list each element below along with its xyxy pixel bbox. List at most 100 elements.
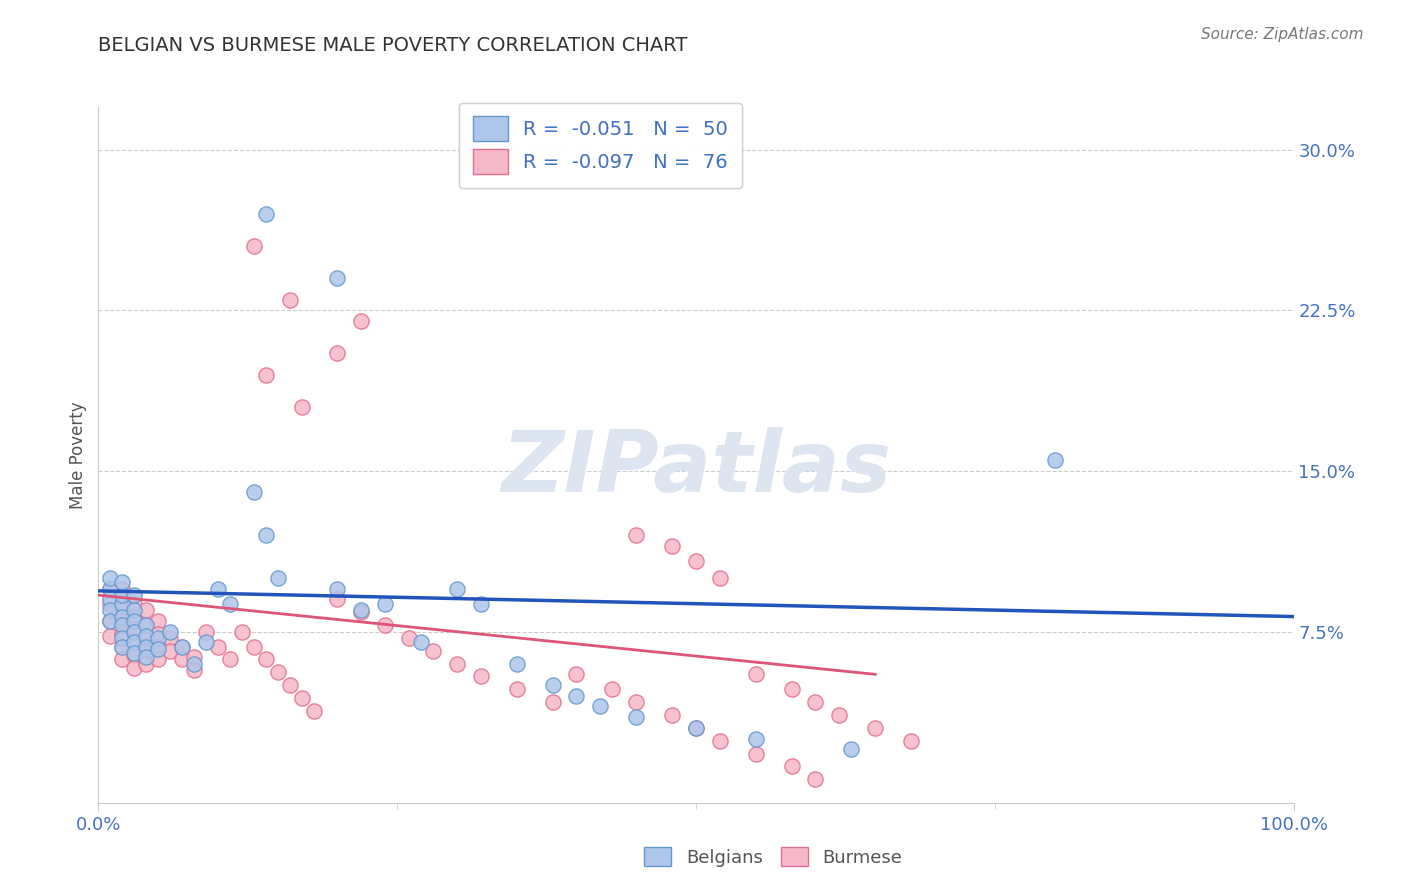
Point <box>183 663 205 677</box>
Point <box>159 624 181 639</box>
Point <box>98 603 122 617</box>
Point <box>780 682 803 697</box>
Point <box>111 631 134 645</box>
Point <box>124 648 146 662</box>
Point <box>350 314 373 328</box>
Point <box>841 742 863 756</box>
Point <box>172 652 194 666</box>
Point <box>207 640 229 654</box>
Point <box>326 592 349 607</box>
Point <box>470 669 492 683</box>
Point <box>661 708 683 723</box>
Point <box>828 708 851 723</box>
Legend: Belgians, Burmese: Belgians, Burmese <box>637 840 910 874</box>
Point <box>422 644 444 658</box>
Point <box>278 678 301 692</box>
Point <box>124 597 146 611</box>
Point <box>565 667 588 681</box>
Point <box>291 400 314 414</box>
Point <box>135 644 157 658</box>
Point <box>159 631 181 645</box>
Point <box>541 695 564 709</box>
Point <box>111 640 134 654</box>
Point <box>111 597 134 611</box>
Point <box>124 661 146 675</box>
Point <box>219 652 242 666</box>
Point <box>207 582 229 596</box>
Point <box>541 678 564 692</box>
Point <box>243 239 266 253</box>
Point <box>470 597 492 611</box>
Point <box>98 592 122 607</box>
Point <box>243 485 266 500</box>
Point <box>626 710 648 724</box>
Point <box>135 650 157 665</box>
Point <box>254 368 277 382</box>
Point <box>135 640 157 654</box>
Point <box>278 293 301 307</box>
Point <box>374 597 396 611</box>
Point <box>159 644 181 658</box>
Point <box>302 704 325 718</box>
Point <box>602 682 624 697</box>
Point <box>254 528 277 542</box>
Point <box>124 614 146 628</box>
Point <box>111 614 134 628</box>
Point <box>135 618 157 632</box>
Point <box>135 629 157 643</box>
Point <box>172 640 194 654</box>
Point <box>374 618 396 632</box>
Point <box>98 629 122 643</box>
Point <box>446 582 468 596</box>
Point <box>254 207 277 221</box>
Point <box>148 631 170 645</box>
Point <box>135 631 157 645</box>
Point <box>745 731 768 746</box>
Point <box>267 665 290 680</box>
Point <box>98 614 122 628</box>
Point <box>148 641 170 656</box>
Point <box>231 624 253 639</box>
Point <box>183 650 205 665</box>
Point <box>506 682 529 697</box>
Point <box>98 582 122 596</box>
Point <box>148 640 170 654</box>
Point <box>780 759 803 773</box>
Y-axis label: Male Poverty: Male Poverty <box>69 401 87 508</box>
Point <box>291 690 314 705</box>
Point <box>267 571 290 585</box>
Point <box>111 652 134 666</box>
Point <box>398 631 420 645</box>
Point <box>124 609 146 624</box>
Point <box>124 635 146 649</box>
Point <box>98 571 122 585</box>
Point <box>411 635 433 649</box>
Text: Source: ZipAtlas.com: Source: ZipAtlas.com <box>1201 27 1364 42</box>
Point <box>661 539 683 553</box>
Point <box>172 640 194 654</box>
Point <box>900 733 922 747</box>
Point <box>326 582 349 596</box>
Point <box>626 695 648 709</box>
Point <box>626 528 648 542</box>
Point <box>195 624 218 639</box>
Point <box>350 603 373 617</box>
Point <box>148 626 170 640</box>
Point <box>124 603 146 617</box>
Point <box>111 588 134 602</box>
Point <box>111 618 134 632</box>
Point <box>111 601 134 615</box>
Point <box>98 597 122 611</box>
Point <box>195 635 218 649</box>
Point <box>685 721 707 735</box>
Point <box>804 772 827 787</box>
Point <box>565 689 588 703</box>
Point <box>124 646 146 660</box>
Point <box>124 623 146 637</box>
Point <box>98 582 122 596</box>
Point <box>111 609 134 624</box>
Point <box>326 346 349 360</box>
Point <box>135 657 157 671</box>
Point <box>111 640 134 654</box>
Point <box>135 603 157 617</box>
